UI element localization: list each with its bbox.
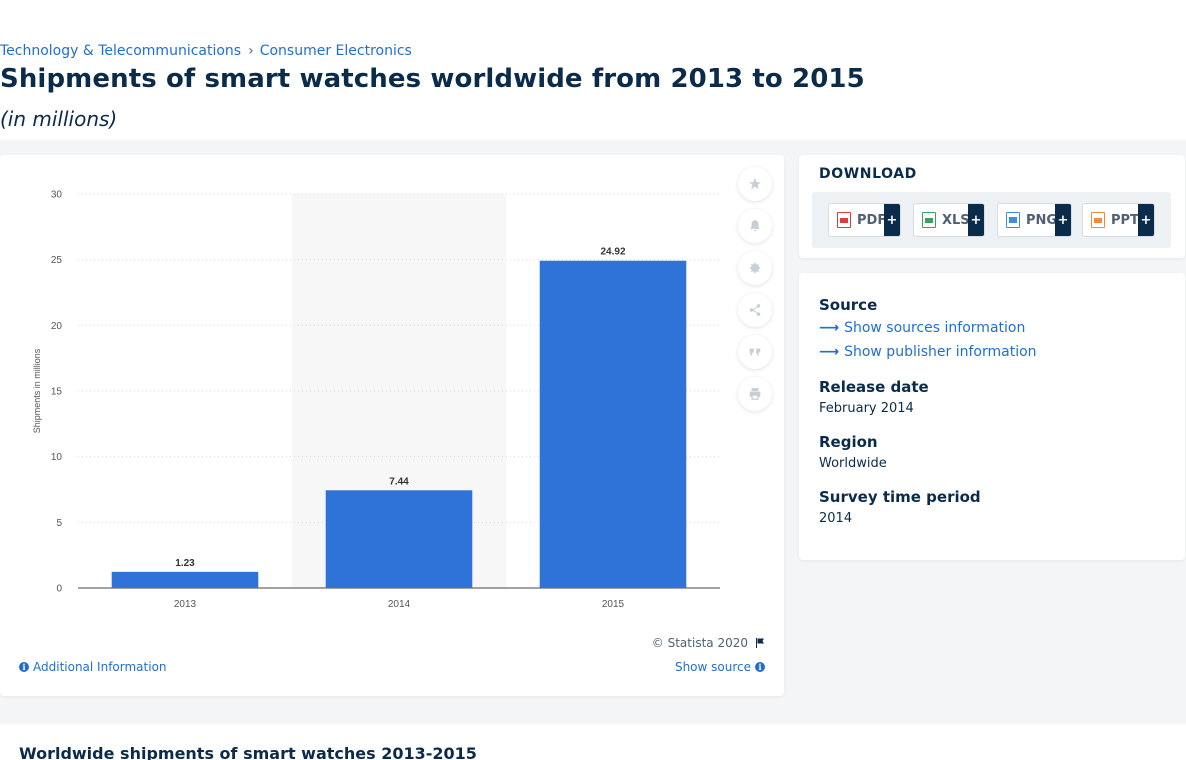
ppt-label: PPT <box>1111 212 1139 228</box>
download-title: DOWNLOAD <box>819 166 917 182</box>
pdf-file-icon <box>837 212 851 228</box>
arrow-right-icon: ⟶ <box>819 320 840 336</box>
print-button[interactable] <box>738 377 772 411</box>
additional-information-link[interactable]: i Additional Information <box>19 660 167 674</box>
y-tick-label: 25 <box>51 255 63 266</box>
gear-icon <box>749 262 761 274</box>
download-xls-button[interactable]: XLS + <box>913 203 985 237</box>
y-tick-label: 0 <box>56 584 62 595</box>
xls-plus[interactable]: + <box>968 204 984 236</box>
favorite-button[interactable] <box>738 167 772 201</box>
download-pdf-button[interactable]: PDF + <box>828 203 901 237</box>
xls-label: XLS <box>942 212 970 228</box>
x-tick-label: 2015 <box>602 599 625 610</box>
survey-period-value: 2014 <box>819 511 853 526</box>
bar <box>325 490 473 588</box>
y-tick-label: 5 <box>56 518 62 529</box>
source-heading: Source <box>819 296 878 314</box>
x-tick-label: 2014 <box>388 599 411 610</box>
show-publisher-link[interactable]: ⟶ Show publisher information <box>819 344 1037 360</box>
region-heading: Region <box>819 433 878 451</box>
png-label: PNG <box>1026 212 1058 228</box>
bar-chart: 0 5 10 15 20 25 30 Shipments in millions 1.23 201… <box>32 190 720 610</box>
show-publisher-label: Show publisher information <box>844 344 1037 360</box>
survey-period-heading: Survey time period <box>819 488 981 506</box>
x-tick-label: 2013 <box>174 599 197 610</box>
page-title: Shipments of smart watches worldwide fro… <box>0 64 865 94</box>
settings-button[interactable] <box>738 251 772 285</box>
share-button[interactable] <box>738 293 772 327</box>
y-tick-label: 20 <box>51 321 63 332</box>
notification-button[interactable] <box>738 209 772 243</box>
quote-icon <box>749 348 761 356</box>
bell-icon <box>750 220 760 232</box>
show-sources-label: Show sources information <box>844 320 1026 336</box>
y-tick-label: 10 <box>51 452 63 463</box>
page-subtitle: (in millions) <box>0 107 118 131</box>
pdf-label: PDF <box>857 212 887 228</box>
pdf-plus[interactable]: + <box>884 204 900 236</box>
png-file-icon <box>1006 212 1020 228</box>
region-value: Worldwide <box>819 456 887 471</box>
breadcrumb: Technology & Telecommunications › Consumer… <box>0 43 412 59</box>
bar-value-label: 7.44 <box>389 476 409 487</box>
show-sources-link[interactable]: ⟶ Show sources information <box>819 320 1025 336</box>
chart-tools <box>738 167 772 419</box>
download-ppt-button[interactable]: PPT + <box>1082 203 1155 237</box>
png-plus[interactable]: + <box>1055 204 1071 236</box>
additional-information-label: Additional Information <box>33 660 167 674</box>
chart-card: 0 5 10 15 20 25 30 Shipments in millions 1.23 201… <box>0 155 784 696</box>
share-icon <box>749 304 761 316</box>
y-tick-label: 30 <box>51 190 63 201</box>
source-card: Source ⟶ Show sources information ⟶ Show… <box>799 273 1185 560</box>
info-icon: i <box>755 662 765 672</box>
release-date-value: February 2014 <box>819 401 914 416</box>
info-icon: i <box>19 662 29 672</box>
top-bar <box>0 0 1186 140</box>
ppt-plus[interactable]: + <box>1138 204 1154 236</box>
related-section: Worldwide shipments of smart watches 201… <box>0 724 1186 760</box>
print-icon <box>749 388 761 400</box>
release-date-heading: Release date <box>819 378 929 396</box>
breadcrumb-technology[interactable]: Technology & Telecommunications <box>0 43 242 59</box>
bar <box>111 571 259 588</box>
arrow-right-icon: ⟶ <box>819 344 840 360</box>
bar-value-label: 24.92 <box>600 247 625 258</box>
flag-icon[interactable] <box>754 637 766 649</box>
breadcrumb-separator: › <box>248 43 254 59</box>
star-icon <box>749 178 761 190</box>
y-tick-label: 15 <box>51 387 63 398</box>
download-png-button[interactable]: PNG + <box>997 203 1072 237</box>
related-title: Worldwide shipments of smart watches 201… <box>19 744 477 760</box>
download-buttons: PDF + XLS + PNG + PPT + <box>812 192 1171 248</box>
copyright: © Statista 2020 <box>652 636 766 650</box>
xls-file-icon <box>922 212 936 228</box>
bar <box>539 260 687 588</box>
y-axis-label: Shipments in millions <box>32 348 42 433</box>
show-source-link[interactable]: Show source i <box>675 660 765 674</box>
copyright-text: © Statista 2020 <box>651 636 748 650</box>
bar-value-label: 1.23 <box>175 558 195 569</box>
breadcrumb-consumer-electronics[interactable]: Consumer Electronics <box>259 43 412 59</box>
download-card: DOWNLOAD PDF + XLS + PNG + PPT + <box>799 155 1185 258</box>
ppt-file-icon <box>1091 212 1105 228</box>
show-source-label: Show source <box>674 660 751 674</box>
cite-button[interactable] <box>738 335 772 369</box>
